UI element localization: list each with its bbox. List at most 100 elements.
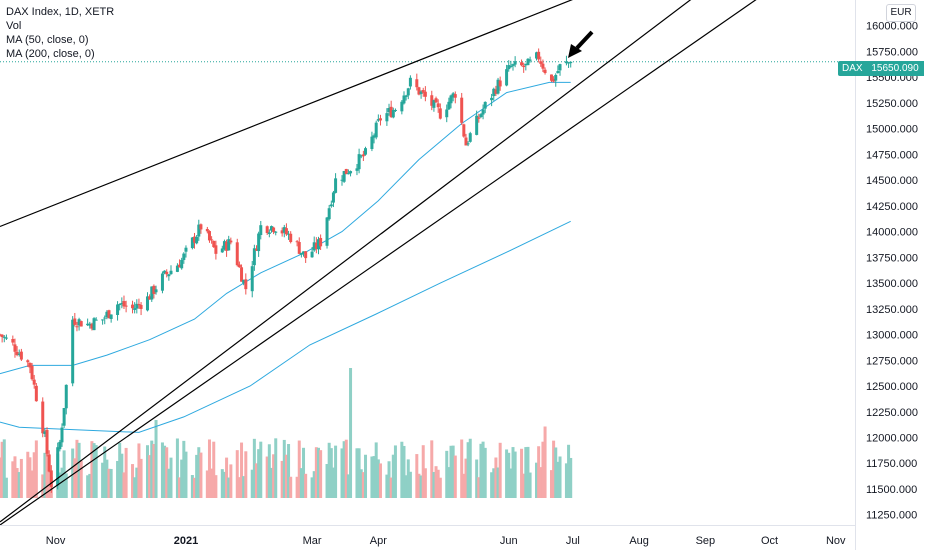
volume-bar [282,439,286,498]
candle-body [235,242,239,266]
candle-body [511,64,515,66]
volume-bar [408,471,412,498]
candle-body [259,225,263,236]
volume-bar [552,440,556,498]
candle-body [419,91,423,94]
trendlines[interactable] [0,0,767,526]
candle-body [75,326,79,328]
legend-title: DAX Index, 1D, XETR [6,6,115,18]
candle-body [385,113,389,122]
y-tick-label: 14750.000 [866,149,918,161]
candle-body [240,267,244,282]
volume-bar [567,444,571,498]
volume-bar [133,477,137,498]
volume-bar [148,455,152,498]
volume-bar [528,472,532,498]
volume-bar [139,458,143,498]
volume-bar [400,441,404,498]
y-tick-label: 13000.000 [866,330,918,342]
volume-bar [481,441,485,498]
volume-bar [242,476,246,498]
candle-body [304,251,308,259]
candle-body [79,321,83,327]
volume-bar [75,439,79,498]
candle-body [417,87,421,95]
candle-body [255,249,258,251]
y-tick-label: 14000.000 [866,227,918,239]
volume-bar [522,473,526,498]
candle-body [32,379,36,385]
volume-bar [436,469,440,498]
candle-body [496,79,500,94]
volume-bar [289,476,293,498]
volume-bar [357,448,361,498]
candle-body [280,230,284,234]
y-tick-label: 13250.000 [866,304,918,316]
candle-body [272,227,276,233]
candle-body [64,384,68,409]
volume-bar [184,451,188,498]
volume-bar [269,467,273,498]
volume-bar [225,457,229,498]
volume-bar [43,452,47,498]
candle-body [220,248,224,253]
candle-body [558,64,562,71]
volume-bar [244,451,248,498]
candle-body [242,280,246,284]
candle-body [340,179,344,181]
y-tick-label: 15750.000 [866,46,918,58]
candle-body [374,122,378,138]
symbol-price-label: DAX [838,61,867,76]
candle-body [103,317,107,319]
volume-bar [17,472,21,498]
volume-bar [195,454,199,498]
volume-bar [329,448,333,498]
candle-body [0,334,4,338]
legend-volume: Vol [6,20,22,32]
candle-body [227,239,231,251]
volume-bar [152,443,156,498]
volume-bar [460,439,464,498]
candle-body [15,351,19,356]
candle-body [466,143,470,145]
candles [0,48,573,493]
volume-bars [0,368,573,498]
candle-body [342,171,346,182]
candle-body [116,304,120,315]
candle-body [244,279,248,290]
y-tick-label: 16000.000 [866,21,918,33]
candle-body [359,155,363,157]
volume-bar [101,462,105,498]
candle-body [160,273,164,291]
volume-bar [419,475,423,498]
x-tick-label: 2021 [174,535,198,547]
currency-button[interactable]: EUR [886,4,916,22]
volume-bar [535,462,539,498]
candle-body [539,61,543,64]
candle-body [543,69,547,74]
candle-body [464,137,468,146]
candle-body [152,285,156,294]
volume-bar [64,473,68,498]
volume-bar [109,468,113,498]
volume-bar [477,477,481,498]
candle-body [252,248,256,266]
y-tick-label: 14250.000 [866,201,918,213]
candle-body [400,101,404,112]
candle-body [4,337,8,339]
volume-bar [569,457,573,498]
y-tick-label: 11750.000 [866,458,917,470]
volume-bar [90,441,94,498]
volume-bar [272,454,276,498]
volume-bar [312,471,316,498]
candle-body [408,77,412,87]
volume-bar [349,368,353,498]
candle-body [73,318,77,325]
volume-bar [252,438,256,498]
candle-body [287,233,291,235]
candle-body [197,224,201,237]
x-tick-label: Jun [500,535,518,547]
candle-body [154,289,158,293]
volume-bar [310,477,314,498]
